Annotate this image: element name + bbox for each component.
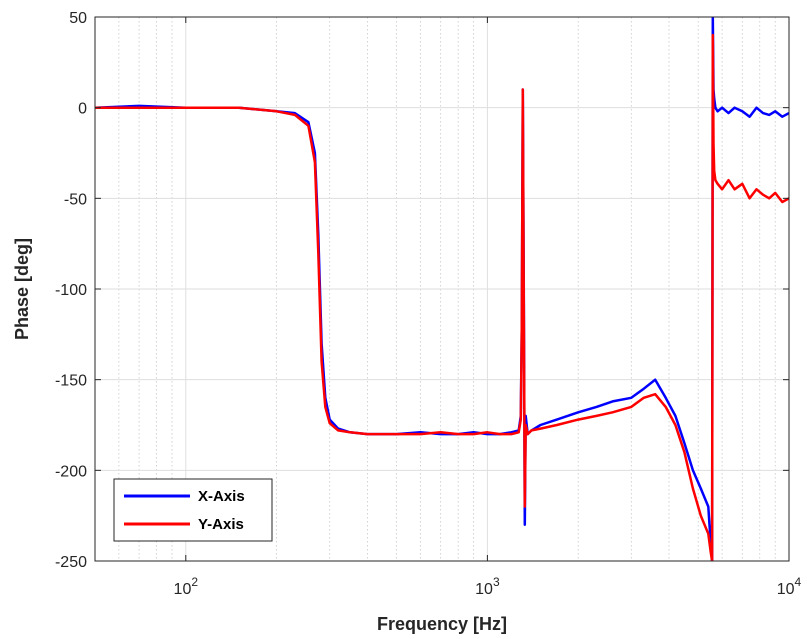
y-tick-label: -50 (64, 191, 87, 208)
legend-label-y-axis: Y-Axis (198, 516, 244, 533)
y-tick-label: -150 (55, 373, 87, 390)
y-tick-label: -250 (55, 554, 87, 571)
legend-box (113, 478, 273, 542)
x-axis-ticks: 102 103 104 (174, 17, 802, 598)
y-axis-ticks: 50 0 -50 -100 -150 -200 -250 (55, 10, 789, 571)
y-tick-label: 0 (78, 101, 87, 118)
series-line-x-axis (95, 17, 789, 561)
series-layer (95, 17, 789, 561)
x-tick-label: 103 (475, 575, 500, 598)
series-line-y-axis (95, 33, 789, 561)
x-tick-label: 104 (777, 575, 802, 598)
y-axis-label: Phase [deg] (12, 238, 32, 340)
legend: X-Axis Y-Axis (113, 478, 273, 542)
x-axis-label: Frequency [Hz] (377, 614, 507, 634)
y-tick-label: 50 (69, 10, 87, 27)
x-tick-label: 102 (174, 575, 199, 598)
y-tick-label: -200 (55, 463, 87, 480)
y-tick-label: -100 (55, 282, 87, 299)
legend-label-x-axis: X-Axis (198, 488, 245, 505)
